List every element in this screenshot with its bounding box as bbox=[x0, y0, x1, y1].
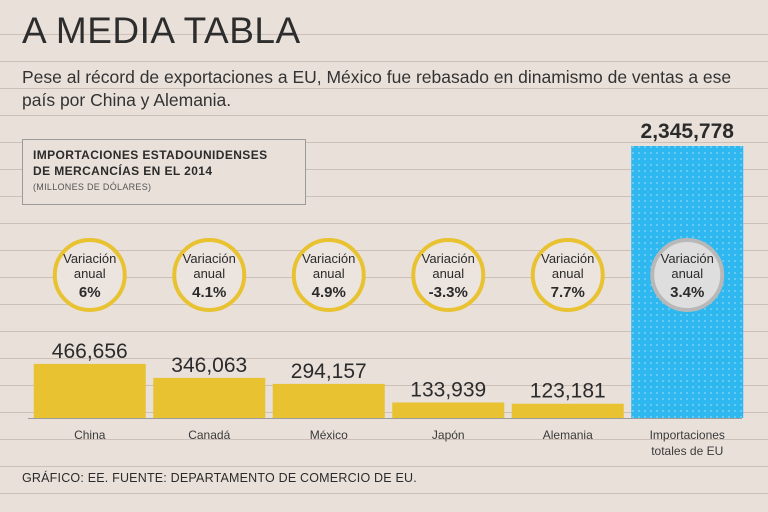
data-label-5: 123,181 bbox=[530, 380, 606, 403]
variation-label-6: Variación bbox=[661, 251, 714, 266]
variation-circle-2 bbox=[172, 238, 247, 312]
data-label-3: 294,157 bbox=[291, 360, 367, 383]
variation-value-5: 7.7% bbox=[551, 284, 585, 301]
variation-circle-5 bbox=[530, 238, 605, 312]
variation-label-5: Variación bbox=[541, 251, 594, 266]
variation-label-4-line2: anual bbox=[432, 266, 464, 281]
category-label-6: Importaciones bbox=[650, 428, 725, 442]
variation-label-5-line2: anual bbox=[552, 266, 584, 281]
bar-1 bbox=[33, 363, 146, 418]
bar-5 bbox=[511, 403, 624, 418]
variation-label-3: Variación bbox=[302, 251, 355, 266]
page-subtitle: Pese al récord de exportaciones a EU, Mé… bbox=[22, 67, 732, 110]
variation-value-3: 4.9% bbox=[312, 284, 346, 301]
bar-3 bbox=[272, 383, 385, 418]
variation-label-3-line2: anual bbox=[313, 266, 345, 281]
category-label-3: México bbox=[310, 428, 348, 442]
variation-circle-6 bbox=[650, 238, 725, 312]
bar-4 bbox=[392, 402, 505, 418]
variation-label-2: Variación bbox=[183, 251, 236, 266]
chart-unit: (MILLONES DE DÓLARES) bbox=[33, 182, 152, 192]
bar-2 bbox=[153, 377, 266, 418]
variation-value-6: 3.4% bbox=[670, 284, 704, 301]
data-label-1: 466,656 bbox=[52, 340, 128, 363]
category-label-4: Japón bbox=[432, 428, 465, 442]
variation-circle-1 bbox=[52, 238, 127, 312]
category-label-2: Canadá bbox=[188, 428, 230, 442]
category-label-1: China bbox=[74, 428, 106, 442]
variation-label-6-line2: anual bbox=[671, 266, 703, 281]
data-label-4: 133,939 bbox=[410, 378, 486, 401]
data-label-6: 2,345,778 bbox=[641, 120, 735, 143]
page-title: A MEDIA TABLA bbox=[22, 10, 301, 51]
chart-title: IMPORTACIONES ESTADOUNIDENSES DE MERCANC… bbox=[33, 148, 268, 178]
variation-value-4: -3.3% bbox=[429, 284, 468, 301]
category-label-5: Alemania bbox=[543, 428, 593, 442]
variation-label-2-line2: anual bbox=[193, 266, 225, 281]
variation-label-4: Variación bbox=[422, 251, 475, 266]
source-footer: GRÁFICO: EE. FUENTE: DEPARTAMENTO DE COM… bbox=[22, 471, 417, 485]
variation-value-1: 6% bbox=[79, 284, 101, 301]
category-label-6-line2: totales de EU bbox=[651, 444, 723, 458]
data-label-2: 346,063 bbox=[171, 354, 247, 377]
variation-circle-3 bbox=[291, 238, 366, 312]
variation-value-2: 4.1% bbox=[192, 284, 226, 301]
variation-circle-4 bbox=[411, 238, 486, 312]
variation-label-1: Variación bbox=[63, 251, 116, 266]
variation-label-1-line2: anual bbox=[74, 266, 106, 281]
chart-legend-box: IMPORTACIONES ESTADOUNIDENSES DE MERCANC… bbox=[22, 139, 306, 205]
